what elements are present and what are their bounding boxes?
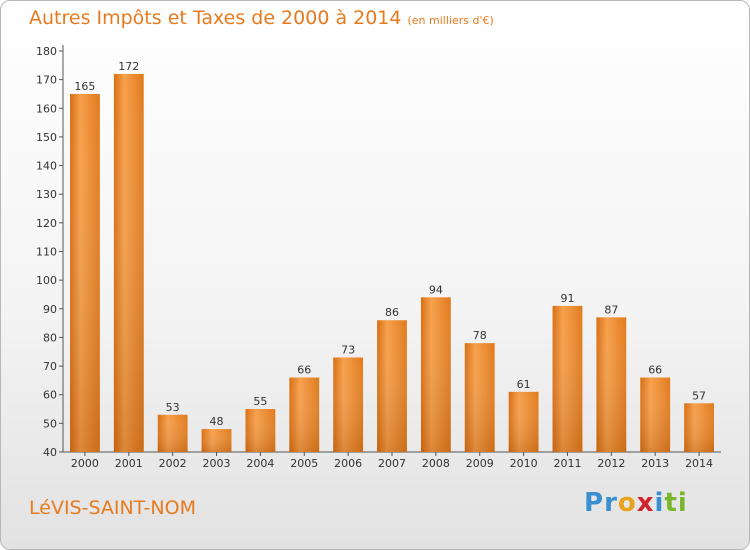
bar bbox=[464, 343, 495, 452]
x-tick-label: 2001 bbox=[115, 457, 143, 470]
bar-shade bbox=[70, 93, 100, 452]
x-tick-label: 2012 bbox=[597, 457, 625, 470]
y-tick-label: 180 bbox=[36, 45, 57, 58]
x-tick-label: 2010 bbox=[510, 457, 538, 470]
y-tick-label: 90 bbox=[43, 303, 57, 316]
x-tick-label: 2009 bbox=[466, 457, 494, 470]
brand-letter: t bbox=[664, 488, 678, 518]
brand-letter: P bbox=[584, 488, 605, 518]
brand-letter: o bbox=[617, 488, 637, 518]
bar-shade bbox=[464, 343, 495, 452]
chart-value-labels: 165 172 53 48 55 66 73 86 94 78 61 91 87 66 57 bbox=[74, 60, 706, 428]
bar-shade bbox=[377, 320, 407, 452]
bar-value-label: 87 bbox=[604, 303, 618, 316]
y-tick-label: 60 bbox=[43, 389, 57, 402]
bar-value-label: 61 bbox=[517, 378, 531, 391]
y-tick-label: 50 bbox=[43, 417, 57, 430]
bar bbox=[157, 414, 188, 452]
bar-shade bbox=[333, 357, 364, 452]
bar-value-label: 66 bbox=[648, 364, 662, 377]
bar-value-label: 57 bbox=[692, 389, 706, 402]
bar bbox=[420, 297, 451, 452]
bar bbox=[113, 73, 144, 453]
y-tick-label: 140 bbox=[36, 160, 57, 173]
bar-value-label: 53 bbox=[166, 401, 180, 414]
bar bbox=[245, 409, 276, 452]
bar bbox=[596, 317, 627, 452]
chart-bars bbox=[70, 73, 714, 453]
x-tick-label: 2004 bbox=[246, 457, 274, 470]
x-tick-label: 2006 bbox=[334, 457, 362, 470]
chart-subtitle: (en milliers d'€) bbox=[407, 14, 494, 27]
y-tick-label: 110 bbox=[36, 246, 57, 259]
bar bbox=[684, 403, 714, 452]
bar-shade bbox=[552, 305, 583, 452]
y-tick-label: 100 bbox=[36, 274, 57, 287]
bar-shade bbox=[245, 409, 276, 452]
x-tick-label: 2013 bbox=[641, 457, 669, 470]
x-tick-label: 2005 bbox=[290, 457, 318, 470]
bar-shade bbox=[640, 377, 671, 452]
y-tick-label: 40 bbox=[43, 446, 57, 459]
bar-value-label: 86 bbox=[385, 306, 399, 319]
bar bbox=[70, 93, 100, 452]
bar-shade bbox=[157, 414, 188, 452]
bar-value-label: 66 bbox=[297, 364, 311, 377]
bar-value-label: 48 bbox=[210, 415, 224, 428]
bar-value-label: 73 bbox=[341, 343, 355, 356]
bar bbox=[640, 377, 671, 452]
brand-letter: i bbox=[677, 488, 688, 518]
bar-shade bbox=[420, 297, 451, 452]
city-name: LéVIS-SAINT-NOM bbox=[29, 497, 196, 519]
x-tick-label: 2011 bbox=[553, 457, 581, 470]
x-tick-label: 2000 bbox=[71, 457, 99, 470]
chart-title-text: Autres Impôts et Taxes de 2000 à 2014 bbox=[29, 7, 402, 29]
bar bbox=[377, 320, 407, 452]
bar bbox=[289, 377, 320, 452]
y-tick-label: 80 bbox=[43, 331, 57, 344]
bar bbox=[201, 429, 232, 452]
bar-shade bbox=[684, 403, 714, 452]
bar bbox=[552, 305, 583, 452]
brand-letter: i bbox=[654, 488, 665, 518]
y-tick-label: 160 bbox=[36, 102, 57, 115]
brand-logo[interactable]: Proxiti bbox=[584, 488, 688, 518]
y-tick-label: 150 bbox=[36, 131, 57, 144]
x-tick-label: 2007 bbox=[378, 457, 406, 470]
bar-value-label: 78 bbox=[473, 329, 487, 342]
y-tick-label: 170 bbox=[36, 74, 57, 87]
x-tick-label: 2003 bbox=[203, 457, 231, 470]
bar-shade bbox=[596, 317, 627, 452]
bar-shade bbox=[201, 429, 232, 452]
chart-title: Autres Impôts et Taxes de 2000 à 2014 (en… bbox=[29, 7, 494, 29]
bar-value-label: 55 bbox=[253, 395, 267, 408]
bar bbox=[333, 357, 364, 452]
brand-letter: x bbox=[636, 488, 655, 518]
bar-value-label: 165 bbox=[74, 80, 95, 93]
x-tick-label: 2014 bbox=[685, 457, 713, 470]
brand-letter: r bbox=[604, 488, 618, 518]
y-tick-label: 130 bbox=[36, 188, 57, 201]
y-tick-label: 70 bbox=[43, 360, 57, 373]
bar-shade bbox=[508, 391, 539, 452]
x-tick-label: 2008 bbox=[422, 457, 450, 470]
bar-shade bbox=[113, 73, 144, 453]
x-tick-label: 2002 bbox=[159, 457, 187, 470]
bar-value-label: 91 bbox=[560, 292, 574, 305]
bar-shade bbox=[289, 377, 320, 452]
bar bbox=[508, 391, 539, 452]
bar-value-label: 172 bbox=[118, 60, 139, 73]
bar-value-label: 94 bbox=[429, 283, 443, 296]
y-tick-label: 120 bbox=[36, 217, 57, 230]
